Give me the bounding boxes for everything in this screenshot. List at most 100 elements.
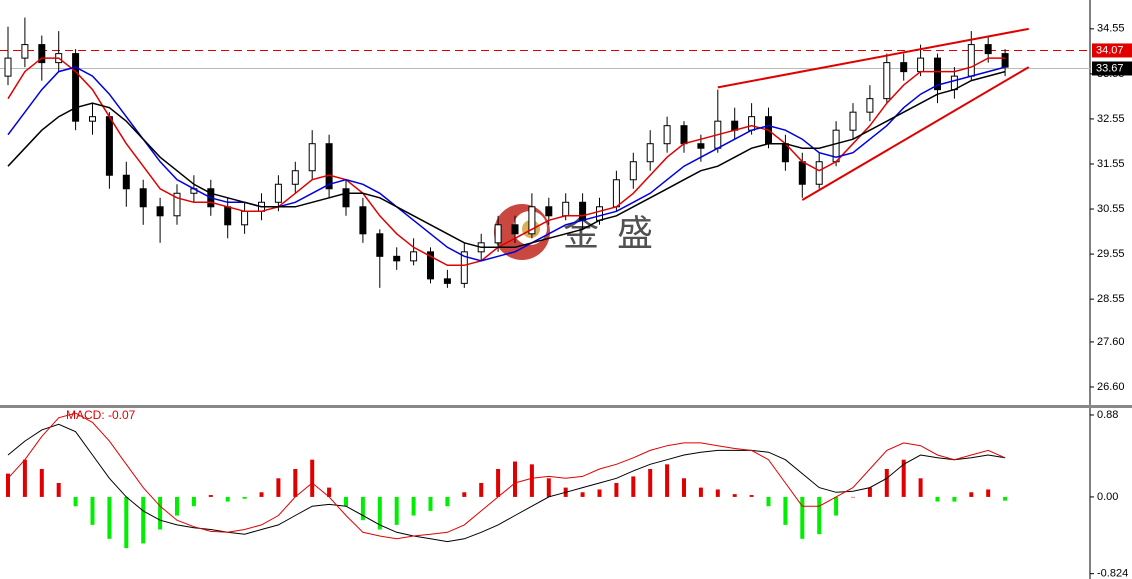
candle-body xyxy=(173,192,181,217)
macd-label: MACD: -0.07 xyxy=(66,408,136,422)
watermark-logo xyxy=(494,204,550,260)
candle-body xyxy=(241,210,249,226)
macd-bar xyxy=(834,496,839,516)
macd-bar xyxy=(377,496,382,530)
candle-body xyxy=(410,251,418,262)
macd-bar xyxy=(327,487,332,497)
moving-average xyxy=(7,57,1006,267)
macd-bar xyxy=(428,496,433,511)
candle-body xyxy=(815,161,823,185)
macd-bar xyxy=(817,496,822,535)
candle-body xyxy=(72,53,80,122)
macd-bar xyxy=(158,496,163,530)
candle-body xyxy=(359,206,367,235)
macd-bar xyxy=(344,496,348,507)
macd-bar xyxy=(969,492,974,497)
macd-bar xyxy=(175,496,179,516)
macd-bar xyxy=(952,496,957,502)
macd-tick-label: -0.824 xyxy=(1097,568,1128,579)
candle-body xyxy=(849,111,857,131)
macd-bar xyxy=(360,496,365,521)
macd-bar xyxy=(715,489,720,497)
candle-body xyxy=(325,143,333,190)
candle-body xyxy=(156,206,164,217)
macd-bar xyxy=(411,496,416,516)
macd-bar xyxy=(462,492,467,497)
y-tick-label: 26.60 xyxy=(1097,381,1125,393)
macd-line xyxy=(7,412,1006,540)
candle-body xyxy=(443,278,451,284)
macd-bar xyxy=(242,496,247,499)
candle-body xyxy=(798,161,806,185)
candle-body xyxy=(274,183,282,203)
candle-body xyxy=(511,224,519,235)
macd-bar xyxy=(631,476,636,497)
panel-separator xyxy=(0,405,1132,408)
candle-body xyxy=(680,125,688,145)
candle-body xyxy=(917,57,925,73)
candle-body xyxy=(4,57,12,77)
macd-bar xyxy=(141,496,146,544)
macd-bar xyxy=(22,459,27,497)
macd-bar xyxy=(529,464,534,497)
macd-bar xyxy=(56,482,61,497)
macd-bar xyxy=(225,496,230,502)
macd-bar xyxy=(614,482,619,497)
macd-bar xyxy=(665,464,670,497)
macd-bar xyxy=(682,478,686,497)
candle-body xyxy=(21,44,29,59)
macd-tick-label: 0.00 xyxy=(1097,491,1118,503)
candle-body xyxy=(646,143,654,163)
macd-bar xyxy=(766,496,771,507)
candle-body xyxy=(494,224,502,244)
macd-bar xyxy=(259,492,264,497)
candle-body xyxy=(393,255,401,262)
macd-bar xyxy=(918,478,923,497)
macd-bar xyxy=(580,492,585,497)
candle-body xyxy=(291,170,299,185)
candle-body xyxy=(967,44,975,77)
candle-body xyxy=(883,62,891,100)
macd-bar xyxy=(851,496,855,498)
macd-bar xyxy=(445,496,450,507)
macd-bar xyxy=(479,482,484,497)
candle-body xyxy=(900,62,908,73)
macd-bar xyxy=(394,496,399,525)
macd-bar xyxy=(867,487,872,497)
macd-line xyxy=(7,423,1006,543)
candle-body xyxy=(1001,53,1009,68)
macd-bar xyxy=(310,459,315,497)
macd-bar xyxy=(884,468,889,497)
watermark-text: 金盛 xyxy=(563,213,671,254)
candle-body xyxy=(562,201,570,217)
macd-bar xyxy=(800,496,805,539)
candle-body xyxy=(934,57,941,91)
y-tick-label: 27.60 xyxy=(1097,336,1125,348)
moving-average xyxy=(7,70,1006,249)
macd-bar xyxy=(597,489,602,497)
trendline xyxy=(717,27,1029,89)
y-tick-label: 29.55 xyxy=(1097,248,1125,260)
candle-body xyxy=(460,251,468,284)
candle-body xyxy=(139,188,147,208)
macd-tick-label: 0.88 xyxy=(1097,409,1118,421)
macd-bar xyxy=(293,468,298,497)
level-label-box xyxy=(1092,43,1132,58)
macd-bar xyxy=(1003,496,1008,501)
candle-body xyxy=(342,188,350,208)
y-tick-label: 28.55 xyxy=(1097,293,1125,305)
macd-bar xyxy=(986,489,991,497)
macd-bar xyxy=(124,496,129,549)
candle-body xyxy=(697,143,705,149)
candle-body xyxy=(579,201,587,221)
y-tick-label: 34.55 xyxy=(1097,23,1125,35)
macd-bar xyxy=(276,478,281,497)
candle-body xyxy=(545,206,553,217)
y-tick-label: 32.55 xyxy=(1097,113,1125,125)
level-label-box xyxy=(1092,61,1132,76)
macd-bar xyxy=(935,496,940,502)
candle-body xyxy=(866,98,874,113)
candle-body xyxy=(984,44,992,55)
candle-body xyxy=(596,206,603,221)
